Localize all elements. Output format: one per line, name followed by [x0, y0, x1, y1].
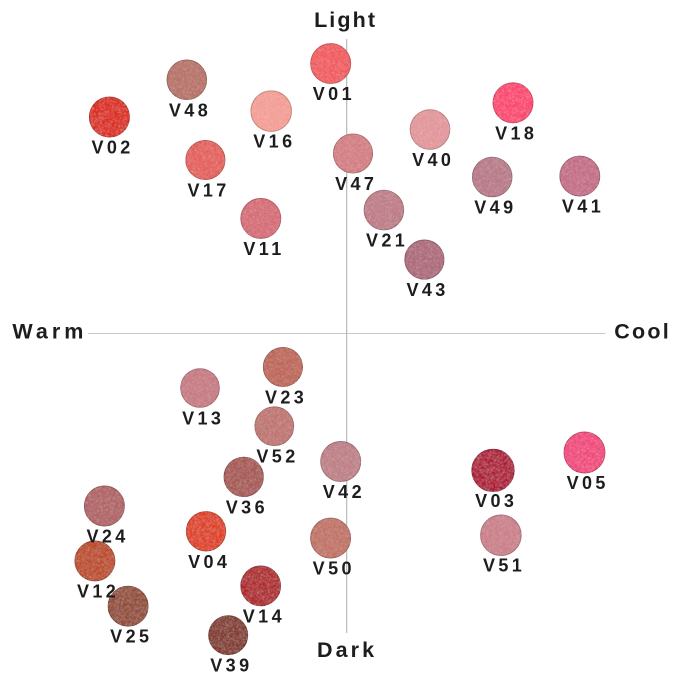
svg-text:V04: V04 — [188, 552, 230, 572]
svg-text:V14: V14 — [243, 606, 285, 626]
svg-text:V18: V18 — [495, 123, 537, 143]
svg-text:V43: V43 — [406, 280, 448, 300]
svg-text:V49: V49 — [474, 198, 516, 218]
svg-text:V01: V01 — [313, 84, 355, 104]
svg-text:Light: Light — [314, 8, 377, 32]
svg-text:V36: V36 — [226, 497, 268, 517]
svg-text:Dark: Dark — [317, 638, 377, 662]
svg-text:V13: V13 — [182, 409, 224, 429]
svg-text:V03: V03 — [475, 491, 517, 511]
svg-text:V23: V23 — [265, 388, 307, 408]
svg-text:V42: V42 — [323, 482, 365, 502]
svg-text:V11: V11 — [243, 239, 284, 259]
svg-text:V05: V05 — [567, 473, 609, 493]
svg-text:V40: V40 — [412, 150, 454, 170]
svg-text:V47: V47 — [335, 174, 377, 194]
svg-text:V41: V41 — [562, 197, 604, 217]
svg-text:V12: V12 — [77, 581, 119, 601]
svg-text:V17: V17 — [187, 181, 229, 201]
svg-text:V39: V39 — [210, 656, 252, 676]
svg-text:V52: V52 — [256, 447, 298, 467]
svg-text:V48: V48 — [169, 100, 211, 120]
svg-text:V24: V24 — [86, 527, 128, 547]
svg-text:V21: V21 — [366, 231, 408, 251]
svg-text:V51: V51 — [483, 556, 525, 576]
svg-text:V16: V16 — [253, 132, 295, 152]
svg-text:Warm: Warm — [12, 320, 87, 344]
svg-text:V25: V25 — [110, 627, 152, 647]
svg-text:V02: V02 — [91, 138, 133, 158]
svg-text:V50: V50 — [313, 559, 355, 579]
svg-text:Cool: Cool — [614, 320, 671, 344]
